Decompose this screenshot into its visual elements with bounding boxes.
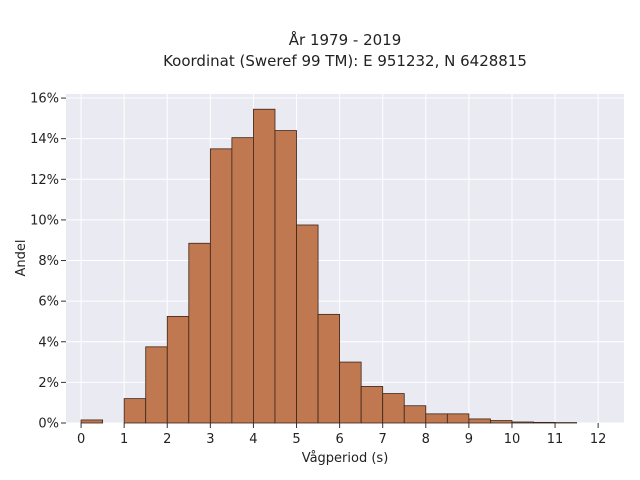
- x-tick-label: 11: [547, 432, 564, 447]
- histogram-bar: [209, 148, 233, 424]
- histogram-bar: [490, 420, 513, 424]
- x-tick-label: 1: [120, 432, 128, 447]
- y-tick-label: 4%: [38, 335, 59, 350]
- y-tick-label: 6%: [38, 295, 59, 310]
- histogram-bar: [360, 386, 384, 424]
- y-tick-label: 0%: [38, 417, 59, 432]
- histogram-bar: [533, 421, 556, 424]
- histogram-bar: [317, 313, 341, 424]
- histogram-bar: [145, 346, 168, 424]
- x-tick-label: 5: [292, 432, 300, 447]
- x-tick-label: 0: [77, 432, 85, 447]
- histogram-bar: [123, 398, 147, 424]
- histogram-bar: [425, 413, 448, 424]
- chart-title-line-1: År 1979 - 2019: [289, 30, 402, 49]
- histogram-bars: [80, 108, 578, 424]
- x-axis-ticks: 0 1 2 3 4 5 6 7 8 9 10 11 12: [77, 423, 606, 447]
- histogram-bar: [188, 242, 211, 424]
- x-tick-label: 12: [590, 432, 607, 447]
- histogram-bar: [166, 315, 190, 424]
- y-axis-ticks: 0% 2% 4% 6% 8% 10% 12% 14% 16%: [30, 92, 66, 432]
- histogram-bar: [403, 405, 427, 424]
- histogram-bar: [80, 419, 104, 424]
- y-tick-label: 8%: [38, 254, 59, 269]
- y-tick-label: 10%: [30, 213, 59, 228]
- y-tick-label: 12%: [30, 173, 59, 188]
- histogram-bar: [382, 393, 405, 424]
- histogram-bar: [468, 418, 491, 424]
- x-tick-label: 4: [249, 432, 257, 447]
- y-tick-label: 16%: [30, 92, 59, 107]
- histogram-bar: [339, 361, 362, 424]
- x-tick-label: 9: [465, 432, 473, 447]
- y-tick-label: 14%: [30, 132, 59, 147]
- histogram-bar: [274, 130, 297, 424]
- y-tick-label: 2%: [38, 376, 59, 391]
- x-tick-label: 3: [206, 432, 214, 447]
- x-tick-label: 2: [163, 432, 171, 447]
- x-tick-label: 10: [504, 432, 521, 447]
- histogram-bar: [446, 413, 470, 424]
- x-tick-label: 7: [379, 432, 387, 447]
- histogram-bar: [253, 108, 276, 424]
- histogram-bar: [296, 224, 319, 424]
- x-tick-label: 6: [335, 432, 343, 447]
- chart-title-line-2: Koordinat (Sweref 99 TM): E 951232, N 64…: [163, 52, 527, 70]
- histogram-bar: [511, 421, 534, 424]
- x-axis-label: Vågperiod (s): [302, 451, 389, 466]
- histogram-bar: [231, 137, 254, 424]
- x-tick-label: 8: [422, 432, 430, 447]
- y-axis-label: Andel: [14, 240, 29, 277]
